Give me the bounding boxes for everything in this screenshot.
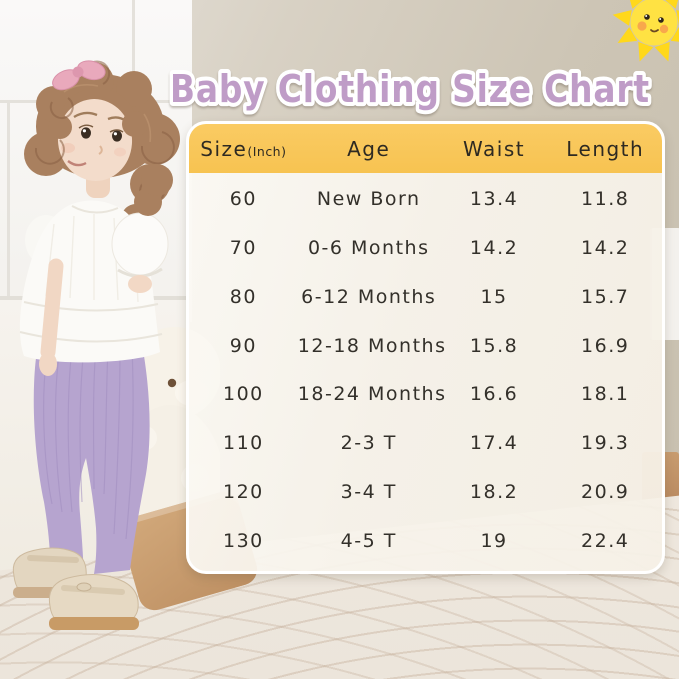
header-size-unit: (Inch)	[247, 143, 287, 159]
cell-age: 3-4 T	[340, 480, 397, 503]
cell-size: 80	[229, 285, 257, 308]
cell-age: 6-12 Months	[301, 285, 437, 308]
face	[57, 99, 133, 181]
sun-icon	[612, 0, 679, 62]
cell-length: 16.9	[581, 334, 630, 357]
header-size: Size(Inch)	[200, 136, 287, 161]
cell-age: 12-18 Months	[297, 334, 447, 357]
cell-size: 100	[223, 383, 264, 406]
cell-length: 19.3	[581, 432, 630, 455]
toddler-photo	[12, 60, 180, 630]
cell-size: 90	[229, 334, 257, 357]
cell-age: 0-6 Months	[307, 237, 430, 260]
table-row: 130 4-5 T 19 22.4	[189, 516, 662, 565]
cell-length: 20.9	[581, 480, 630, 503]
arm	[39, 258, 64, 376]
wall-grout-line	[7, 103, 10, 298]
cell-size: 70	[229, 237, 257, 260]
cell-waist: 18.2	[469, 480, 519, 503]
header-age: Age	[347, 136, 391, 161]
page-title-text: Baby Clothing Size Chart	[170, 67, 650, 111]
table-row: 80 6-12 Months 15 15.7	[189, 273, 662, 322]
cell-size: 130	[223, 529, 264, 552]
cell-length: 18.1	[581, 383, 630, 406]
table-row: 110 2-3 T 17.4 19.3	[189, 419, 662, 468]
cell-age: 4-5 T	[340, 529, 397, 552]
cell-age: 18-24 Months	[297, 383, 447, 406]
hair-curl	[141, 164, 173, 196]
cell-length: 14.2	[581, 237, 630, 260]
cell-size: 60	[229, 188, 257, 211]
cell-waist: 19	[480, 529, 508, 552]
cell-waist: 14.2	[469, 237, 519, 260]
table-row: 60 New Born 13.4 11.8	[189, 175, 662, 224]
hair-bow	[52, 60, 106, 91]
size-table-header: Size(Inch) Age Waist Length	[189, 124, 662, 173]
cell-waist: 15.8	[469, 334, 519, 357]
cell-waist: 16.6	[469, 383, 519, 406]
table-row: 90 12-18 Months 15.8 16.9	[189, 321, 662, 370]
header-length: Length	[566, 136, 645, 161]
cell-waist: 13.4	[469, 188, 519, 211]
size-chart-card: Size(Inch) Age Waist Length 60 New Born …	[186, 121, 665, 574]
shoes	[12, 547, 139, 630]
cell-age: 2-3 T	[340, 432, 397, 455]
page-title: Baby Clothing Size Chart	[166, 63, 653, 115]
header-waist: Waist	[463, 136, 526, 161]
table-row: 100 18-24 Months 16.6 18.1	[189, 370, 662, 419]
cell-length: 22.4	[581, 529, 630, 552]
cell-size: 110	[223, 432, 264, 455]
size-table-body: 60 New Born 13.4 11.8 70 0-6 Months 14.2…	[189, 173, 662, 571]
cell-waist: 17.4	[469, 432, 519, 455]
cell-length: 15.7	[581, 285, 630, 308]
cell-size: 120	[223, 480, 264, 503]
cell-age: New Born	[316, 188, 421, 211]
table-row: 70 0-6 Months 14.2 14.2	[189, 224, 662, 273]
table-row: 120 3-4 T 18.2 20.9	[189, 468, 662, 517]
wall-grout-line	[132, 0, 135, 101]
cell-length: 11.8	[581, 188, 630, 211]
cell-waist: 15	[480, 285, 508, 308]
